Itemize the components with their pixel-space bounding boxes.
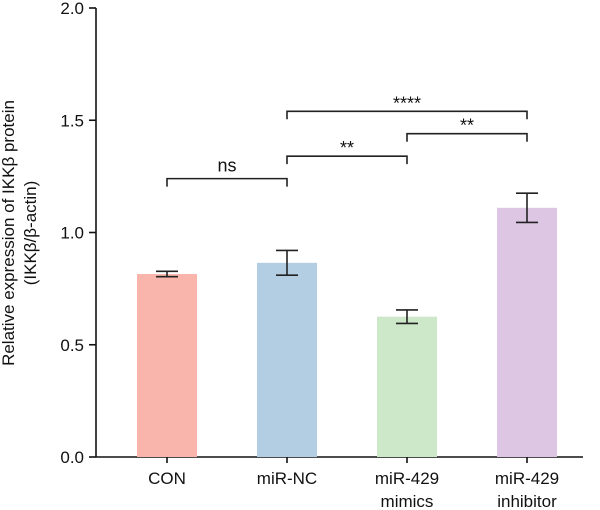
y-axis-title: Relative expression of IKKβ protein (IKK… [0,100,40,366]
x-tick-label: inhibitor [497,492,557,510]
bar [137,274,197,457]
error-bars [156,192,538,325]
x-tick-label: miR-429 [375,469,439,488]
significance-bracket [286,155,408,165]
y-axis-title-line1: Relative expression of IKKβ protein [0,100,18,366]
significance-label: **** [393,93,421,113]
bar [497,207,557,457]
y-axis: 0.0 0.5 1.0 1.5 2.0 [60,0,97,467]
significance-label: ** [340,138,354,158]
y-tick-label: 2.0 [60,0,84,18]
x-tick-label: mimics [381,492,434,510]
y-tick-label: 1.5 [60,111,84,130]
y-tick-label: 0.0 [60,448,84,467]
significance-label: ** [460,116,474,136]
significance-label: ns [217,156,236,176]
bar [257,262,317,457]
bars [137,207,557,457]
y-tick-label: 0.5 [60,336,84,355]
x-tick-label: miR-429 [495,469,559,488]
significance-brackets: ns******** [166,93,528,187]
significance-bracket [166,177,288,187]
significance-bracket [286,110,528,120]
bar [377,316,437,457]
y-axis-title-line2: (IKKβ/β-actin) [21,181,40,286]
x-tick-label: miR-NC [257,469,317,488]
x-axis: CON miR-NC miR-429 mimics miR-429 inhibitor [96,456,583,510]
significance-bracket [406,132,528,142]
y-tick-label: 1.0 [60,224,84,243]
x-tick-label: CON [148,469,186,488]
